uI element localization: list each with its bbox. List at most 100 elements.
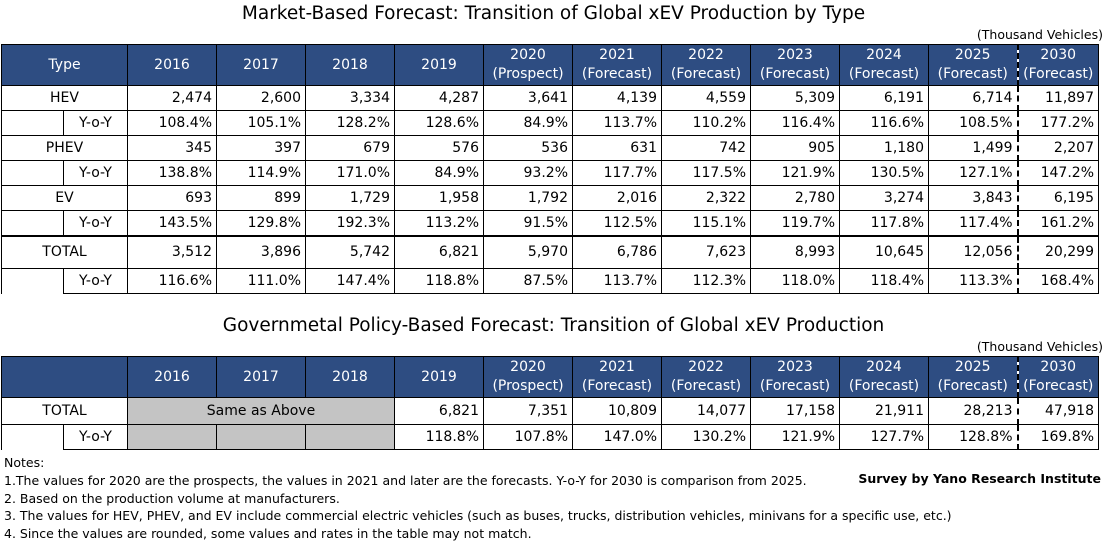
yoy-cell: 93.2%	[483, 160, 573, 186]
header-year: 2021	[599, 359, 635, 375]
value-cell: 3,274	[839, 185, 929, 211]
yoy-cell: 129.8%	[216, 210, 306, 236]
year-header: 2023 (Forecast)	[750, 356, 840, 398]
yoy-cell: 87.5%	[483, 268, 573, 294]
table1-yoy-row: Y-o-Y 116.6% 111.0% 147.4% 118.8% 87.5% 113.7%…	[1, 268, 1099, 294]
table2-total-label: TOTAL	[1, 397, 128, 425]
table2-total-2019: 6,821	[394, 397, 484, 425]
table2-total-2020: 7,351	[483, 397, 573, 425]
table2-total-2023: 17,158	[750, 397, 840, 425]
yoy-cell: 192.3%	[305, 210, 395, 236]
value-cell: 3,334	[305, 85, 395, 111]
notes-heading: Notes:	[4, 455, 45, 470]
header-note: (Forecast)	[581, 378, 653, 394]
yoy-cell: 116.6%	[127, 268, 217, 294]
year-header: 2024 (Forecast)	[839, 356, 929, 398]
header-year: 2030	[1040, 359, 1077, 375]
table2-total-row: TOTAL Same as Above 6,821 7,351 10,809 1…	[1, 397, 1099, 425]
type-label: HEV	[1, 85, 128, 111]
type-label: TOTAL	[1, 234, 128, 269]
value-cell: 3,896	[216, 234, 306, 269]
header-year: 2018	[332, 368, 368, 385]
value-cell: 7,623	[661, 234, 751, 269]
note-line: 1.The values for 2020 are the prospects,…	[4, 472, 807, 488]
year-header: 2023 (Forecast)	[750, 44, 840, 86]
yoy-cell: 119.7%	[750, 210, 840, 236]
yoy-cell: 128.6%	[394, 110, 484, 136]
header-year: 2020	[510, 47, 546, 63]
notes: Notes: 1.The values for 2020 are the pro…	[4, 454, 952, 543]
year-header: 2016	[127, 356, 217, 398]
yoy-cell: 147.4%	[305, 268, 395, 294]
table2-yoy-label: Y-o-Y	[63, 424, 128, 450]
yoy-cell: 118.0%	[750, 268, 840, 294]
yoy-cell: 84.9%	[394, 160, 484, 186]
table1-row-hev: HEV 2,474 2,600 3,334 4,287 3,641 4,139 4,559 5,…	[1, 85, 1099, 111]
table2-total-2025: 28,213	[928, 397, 1018, 425]
yoy-cell: 116.6%	[839, 110, 929, 136]
table1-header-row: Type 2016 2017 2018 2019 2020 (Prospect) 2021 (F…	[1, 44, 1099, 86]
type-header: Type	[1, 44, 128, 86]
same-as-above-cell: Same as Above	[127, 397, 395, 425]
yoy-label: Y-o-Y	[63, 160, 128, 186]
survey-credit: Survey by Yano Research Institute	[858, 471, 1101, 486]
header-year: 2017	[243, 368, 279, 385]
yoy-cell: 113.2%	[394, 210, 484, 236]
table1-row-ev: EV 693 899 1,729 1,958 1,792 2,016 2,322 2,780 3,…	[1, 185, 1099, 211]
note-line: 2. Based on the production volume at man…	[4, 490, 340, 506]
header-note: (Prospect)	[492, 378, 564, 394]
table1-yoy-row: Y-o-Y 138.8% 114.9% 171.0% 84.9% 93.2% 117.7% 1…	[1, 160, 1099, 186]
note-line: 3. The values for HEV, PHEV, and EV incl…	[4, 508, 952, 524]
value-cell: 2,016	[572, 185, 662, 211]
header-note: (Forecast)	[937, 378, 1008, 394]
yoy-cell: 115.1%	[661, 210, 751, 236]
table2-yoy-2020: 107.8%	[483, 424, 573, 450]
table2-title: Governmetal Policy-Based Forecast: Trans…	[222, 315, 885, 336]
value-cell: 2,474	[127, 85, 217, 111]
yoy-cell: 91.5%	[483, 210, 573, 236]
yoy-cell: 84.9%	[483, 110, 573, 136]
year-header: 2025 (Forecast)	[928, 44, 1018, 86]
header-year: 2017	[243, 56, 279, 73]
value-cell: 6,786	[572, 234, 662, 269]
value-cell: 742	[661, 135, 751, 161]
year-header: 2021 (Forecast)	[572, 44, 662, 86]
value-cell: 631	[572, 135, 662, 161]
header-year: 2025	[954, 47, 991, 63]
header-note: (Forecast)	[759, 378, 831, 394]
value-cell: 3,512	[127, 234, 217, 269]
header-note: (Forecast)	[670, 378, 742, 394]
yoy-cell: 117.4%	[928, 210, 1018, 236]
value-cell: 6,714	[928, 85, 1018, 111]
yoy-cell: 147.2%	[1016, 160, 1099, 186]
table2-total-2022: 14,077	[661, 397, 751, 425]
header-note: (Forecast)	[581, 66, 653, 82]
value-cell: 1,180	[839, 135, 929, 161]
yoy-cell: 118.8%	[394, 268, 484, 294]
value-cell: 679	[305, 135, 395, 161]
table2-total-2021: 10,809	[572, 397, 662, 425]
header-year: 2016	[154, 56, 190, 73]
value-cell: 576	[394, 135, 484, 161]
value-cell: 2,780	[750, 185, 840, 211]
header-year: 2022	[688, 47, 724, 63]
grey-cell	[305, 424, 395, 450]
value-cell: 345	[127, 135, 217, 161]
grey-cell	[127, 424, 217, 450]
header-year: 2021	[599, 47, 635, 63]
yoy-cell: 127.1%	[928, 160, 1018, 186]
yoy-cell: 128.2%	[305, 110, 395, 136]
value-cell: 3,843	[928, 185, 1018, 211]
value-cell: 2,600	[216, 85, 306, 111]
year-header: 2022 (Forecast)	[661, 356, 751, 398]
yoy-cell: 118.4%	[839, 268, 929, 294]
year-header: 2024 (Forecast)	[839, 44, 929, 86]
yoy-cell: 117.7%	[572, 160, 662, 186]
table2-yoy-2023: 121.9%	[750, 424, 840, 450]
value-cell: 3,641	[483, 85, 573, 111]
header-note: (Forecast)	[848, 378, 920, 394]
grey-cell	[216, 424, 306, 450]
type-label: EV	[1, 185, 128, 211]
value-cell: 905	[750, 135, 840, 161]
value-cell: 4,559	[661, 85, 751, 111]
